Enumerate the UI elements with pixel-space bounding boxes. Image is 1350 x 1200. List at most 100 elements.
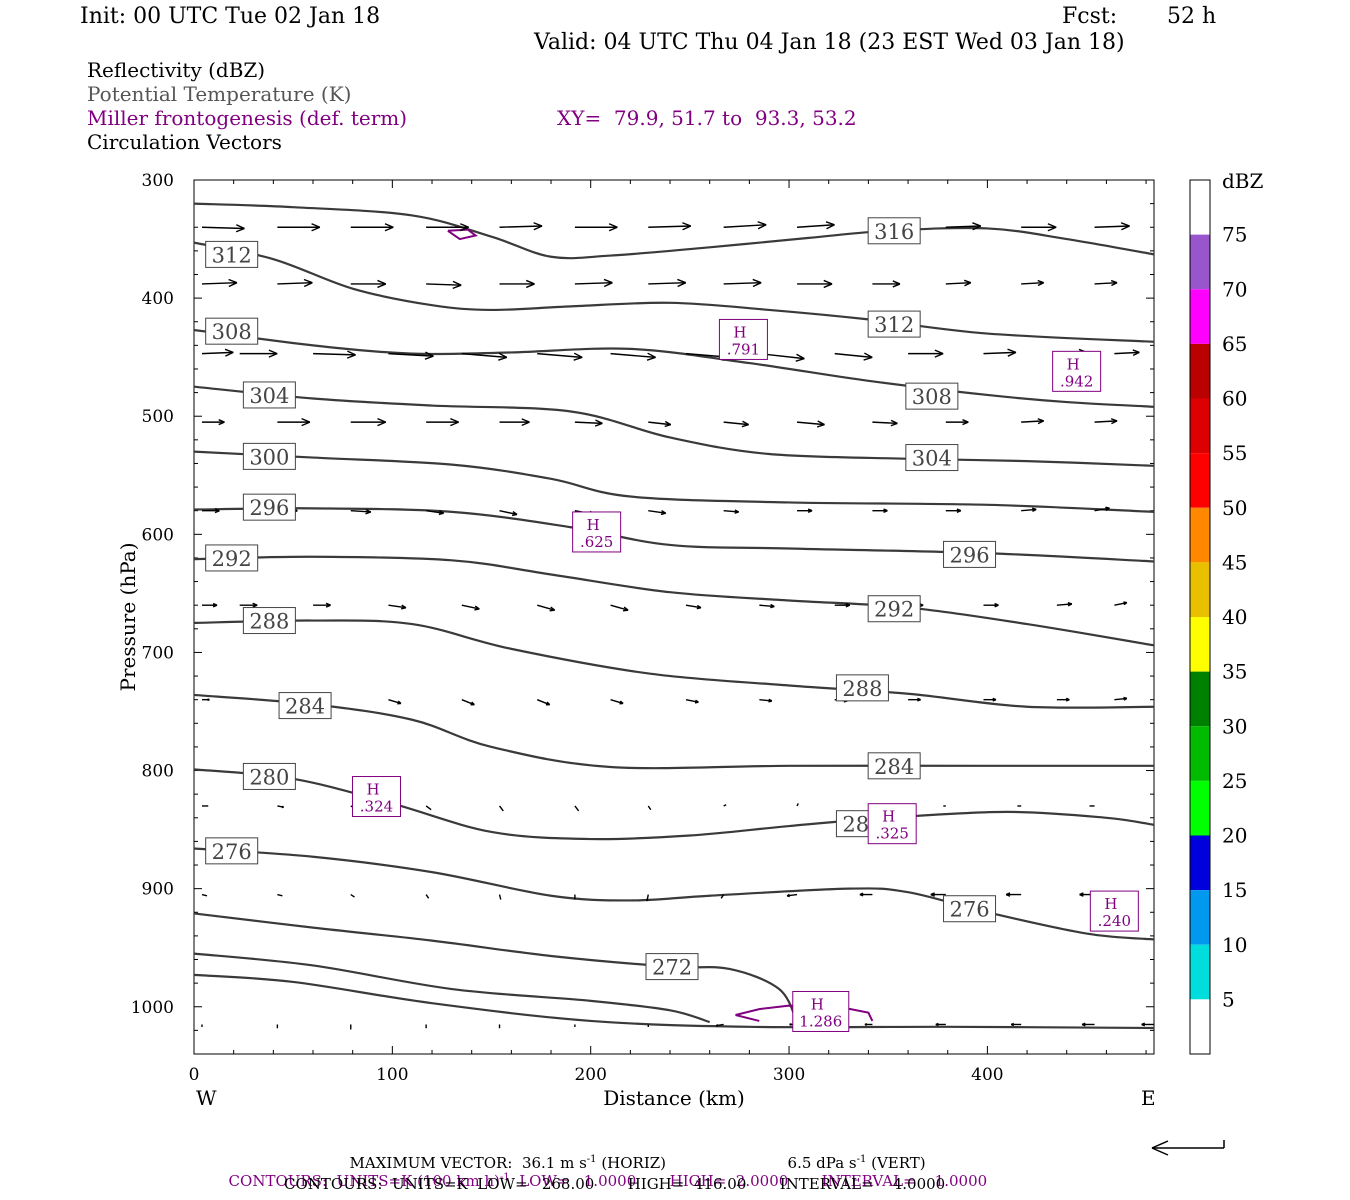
- circulation-vector: [796, 803, 799, 807]
- circulation-vector: [685, 698, 699, 704]
- circulation-vector: [872, 280, 901, 288]
- vector-head: [498, 356, 508, 361]
- circulation-vector: [1010, 1022, 1022, 1027]
- colorbar-segment: [1190, 780, 1210, 836]
- circulation-vector: [277, 893, 283, 897]
- vector-head: [864, 1023, 868, 1026]
- cross-section-endpoints: XY= 79.9, 51.7 to 93.3, 53.2: [557, 106, 857, 130]
- circulation-vector: [1141, 1022, 1154, 1027]
- y-tick-label: 600: [142, 525, 174, 545]
- vector-head: [789, 1023, 792, 1026]
- vector-head: [892, 283, 901, 288]
- vector-head: [768, 698, 773, 702]
- circulation-vector: [461, 352, 508, 361]
- circulation-vector: [908, 697, 921, 702]
- frontogenesis-max-value: .324: [360, 798, 393, 816]
- vector-head: [218, 419, 225, 423]
- vector-shaft: [388, 604, 407, 609]
- circulation-vector: [1094, 279, 1118, 287]
- circulation-vector: [872, 419, 898, 427]
- vector-head: [994, 602, 999, 606]
- circulation-vector: [277, 805, 285, 809]
- vector-head: [533, 225, 543, 231]
- vector-head: [883, 508, 888, 512]
- max-vert-vector-line: 6.5 dPa s-1 (VERT): [778, 1140, 926, 1171]
- colorbar-label: 25: [1222, 769, 1247, 793]
- max-vector-line: MAXIMUM VECTOR: 36.1 m s-1 (HORIZ): [340, 1140, 667, 1172]
- vector-head: [826, 224, 835, 230]
- vector-head: [1037, 279, 1044, 284]
- vector-head: [795, 357, 805, 362]
- circulation-vector: [872, 508, 888, 513]
- circulation-vector: [797, 279, 833, 289]
- x-tick-label: 200: [574, 1065, 606, 1085]
- vector-head: [890, 419, 898, 425]
- circulation-vector: [574, 805, 580, 812]
- circulation-vector: [426, 280, 462, 290]
- theta-label-box: [867, 310, 921, 338]
- vector-shaft: [425, 805, 432, 811]
- fronto-contour-range: LOW= 1.0000 HIGH= 2.0000 INTERVAL= 1.000…: [509, 1172, 988, 1190]
- vector-shaft: [388, 699, 402, 705]
- circulation-vector: [864, 1023, 873, 1026]
- vector-head: [474, 605, 480, 610]
- vector-head: [677, 282, 687, 288]
- vector-head: [1065, 697, 1070, 701]
- vector-head: [397, 700, 402, 704]
- vector-shaft: [1114, 602, 1128, 606]
- vector-shaft: [313, 352, 356, 356]
- vector-head: [859, 893, 864, 897]
- vector-head: [752, 278, 762, 284]
- vector-shaft: [201, 351, 234, 355]
- vector-head: [1110, 279, 1118, 284]
- vector-shaft: [498, 805, 504, 812]
- vector-head: [377, 279, 387, 285]
- frontogenesis-max-value: .791: [727, 340, 760, 358]
- vector-shaft: [685, 604, 702, 609]
- vector-head: [892, 280, 901, 285]
- vector-head: [1132, 351, 1140, 357]
- max-horiz-tail: (HORIZ): [596, 1154, 667, 1172]
- vector-head: [546, 701, 551, 706]
- frontogenesis-max-label: H: [1104, 895, 1117, 913]
- vector-head: [236, 224, 245, 230]
- vector-head: [962, 419, 969, 423]
- vector-head: [817, 420, 825, 426]
- circulation-vector: [834, 352, 873, 361]
- circulation-vector: [1021, 223, 1057, 232]
- vector-shaft: [685, 698, 699, 703]
- circulation-vector: [574, 419, 603, 427]
- max-vector-label: MAXIMUM VECTOR:: [349, 1154, 513, 1172]
- vector-head: [533, 222, 543, 227]
- circulation-vector: [796, 221, 835, 230]
- vector-shaft: [945, 281, 971, 285]
- vector-shaft: [796, 421, 825, 426]
- vector-head: [573, 352, 583, 358]
- vector-head: [964, 282, 972, 287]
- vector-shaft: [834, 352, 873, 359]
- vector-shaft: [1094, 281, 1118, 285]
- vector-shaft: [537, 352, 583, 359]
- vector-head: [301, 417, 311, 423]
- theta-label-box: [867, 217, 921, 245]
- vector-head: [512, 511, 518, 516]
- circulation-vector: [935, 1022, 946, 1027]
- colorbar-label: 75: [1222, 223, 1247, 247]
- theta-contour-288: [194, 619, 1154, 709]
- theta-label: 284: [285, 695, 325, 719]
- theta-label-box: [205, 544, 259, 572]
- frontogenesis-max-label: H: [587, 516, 600, 534]
- vector-shaft: [388, 352, 434, 357]
- frontogenesis-max-label: H: [1067, 355, 1080, 373]
- circulation-vector: [1021, 507, 1037, 513]
- fronto-contour-exponent: -1: [499, 1172, 510, 1183]
- circulation-vector: [202, 698, 210, 702]
- vector-shaft: [350, 893, 355, 898]
- circulation-vector: [945, 279, 972, 287]
- x-axis-end-label: E: [1141, 1086, 1156, 1110]
- colorbar-label: 15: [1222, 878, 1247, 902]
- frontogenesis-max-label: H: [733, 323, 746, 341]
- vector-shaft: [1114, 351, 1140, 355]
- vector-shaft: [1114, 697, 1127, 701]
- vector-head: [963, 279, 972, 284]
